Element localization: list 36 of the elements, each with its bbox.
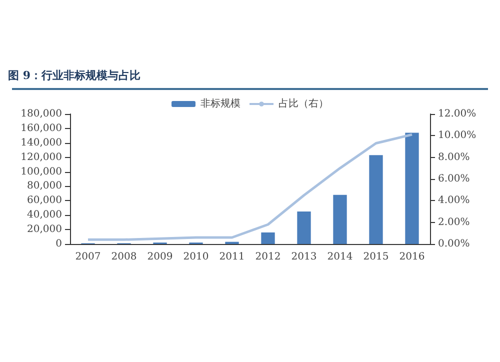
x-tick-label: 2008 — [111, 252, 137, 262]
legend-label: 占比（右） — [278, 98, 328, 110]
y-tick-label: 180,000 — [20, 108, 62, 120]
y-tick-label: 80,000 — [27, 180, 62, 192]
y-tick-label: 100,000 — [20, 166, 62, 178]
y2-tick-label: 12.00% — [438, 108, 476, 120]
bar — [405, 132, 419, 244]
bar — [369, 155, 383, 244]
y-tick-label: 160,000 — [20, 122, 62, 134]
y-tick-label: 20,000 — [27, 224, 62, 236]
chart-title: 图 9：行业非标规模与占比 — [8, 68, 140, 83]
x-tick-label: 2012 — [255, 252, 281, 262]
bar — [297, 212, 311, 244]
x-tick-label: 2011 — [219, 252, 245, 262]
y2-tick-label: 6.00% — [438, 174, 470, 184]
y-tick-label: 0 — [56, 238, 62, 250]
y-tick-label: 60,000 — [27, 195, 62, 206]
x-tick-label: 2013 — [291, 252, 317, 262]
legend-label: 非标规模 — [200, 98, 240, 110]
y2-tick-label: 10.00% — [438, 130, 476, 142]
x-tick-label: 2015 — [363, 252, 389, 262]
y2-tick-label: 8.00% — [438, 152, 470, 163]
x-tick-label: 2007 — [75, 252, 101, 262]
x-tick-label: 2016 — [399, 252, 425, 262]
x-tick-label: 2009 — [147, 252, 173, 262]
y2-tick-label: 2.00% — [438, 216, 470, 228]
line-series — [86, 133, 414, 241]
bar — [261, 232, 275, 244]
y2-tick-label: 0.00% — [438, 238, 470, 250]
x-tick-label: 2014 — [327, 252, 353, 262]
x-tick-label: 2010 — [183, 252, 209, 262]
bar — [333, 194, 347, 244]
y-tick-label: 140,000 — [20, 137, 62, 148]
y-tick-label: 40,000 — [27, 210, 62, 221]
y-tick-label: 120,000 — [20, 152, 62, 163]
y2-tick-label: 4.00% — [438, 195, 470, 206]
